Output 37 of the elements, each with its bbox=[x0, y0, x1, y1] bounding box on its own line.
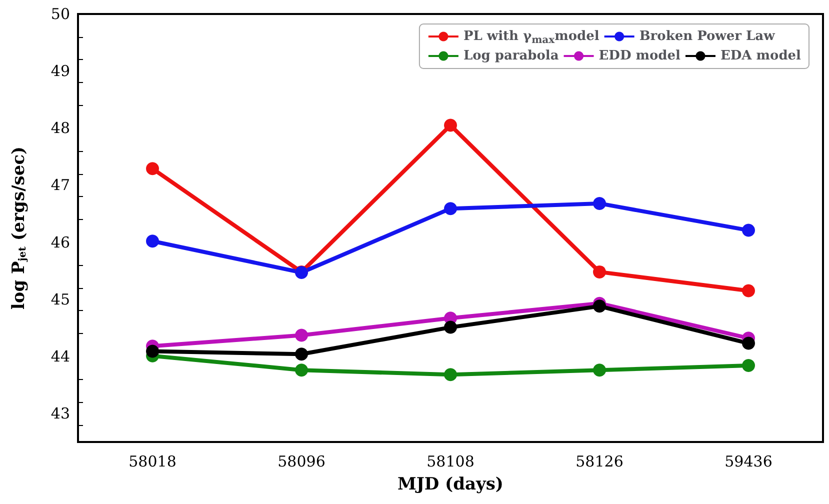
point bbox=[295, 364, 308, 377]
y-tick-label: 48 bbox=[50, 119, 70, 138]
y-tick-label: 43 bbox=[50, 404, 70, 422]
x-axis-title: MJD (days) bbox=[398, 474, 504, 494]
point bbox=[444, 368, 457, 382]
point bbox=[295, 348, 308, 361]
point bbox=[444, 320, 457, 334]
point bbox=[593, 265, 606, 278]
point bbox=[444, 118, 457, 132]
point bbox=[146, 234, 159, 248]
y-axis-title: log Pjet (ergs/sec) bbox=[9, 146, 29, 310]
point bbox=[444, 202, 457, 216]
legend-label: EDA model bbox=[720, 48, 802, 64]
y-tick-label: 47 bbox=[50, 176, 70, 194]
point bbox=[146, 162, 159, 176]
y-tick-label: 45 bbox=[50, 290, 70, 308]
point bbox=[295, 328, 308, 342]
legend-label: Log parabola bbox=[463, 48, 560, 64]
point bbox=[593, 300, 606, 313]
x-tick-label: 58018 bbox=[128, 452, 176, 470]
point bbox=[742, 336, 755, 350]
y-tick-label: 46 bbox=[50, 233, 70, 252]
point bbox=[742, 359, 755, 372]
y-tick-label: 44 bbox=[50, 347, 70, 366]
point bbox=[742, 284, 755, 298]
point bbox=[593, 196, 606, 210]
x-tick-label: 58126 bbox=[576, 452, 624, 470]
point bbox=[146, 344, 159, 358]
y-tick-label: 50 bbox=[50, 5, 70, 23]
point bbox=[742, 224, 755, 237]
x-tick-label: 58108 bbox=[426, 452, 474, 470]
point bbox=[593, 364, 606, 377]
legend-label: Broken Power Law bbox=[639, 29, 776, 44]
x-tick-label: 59436 bbox=[724, 452, 772, 470]
y-tick-label: 49 bbox=[50, 62, 70, 80]
x-tick-label: 58096 bbox=[278, 452, 326, 470]
legend-label: EDD model bbox=[598, 48, 681, 64]
